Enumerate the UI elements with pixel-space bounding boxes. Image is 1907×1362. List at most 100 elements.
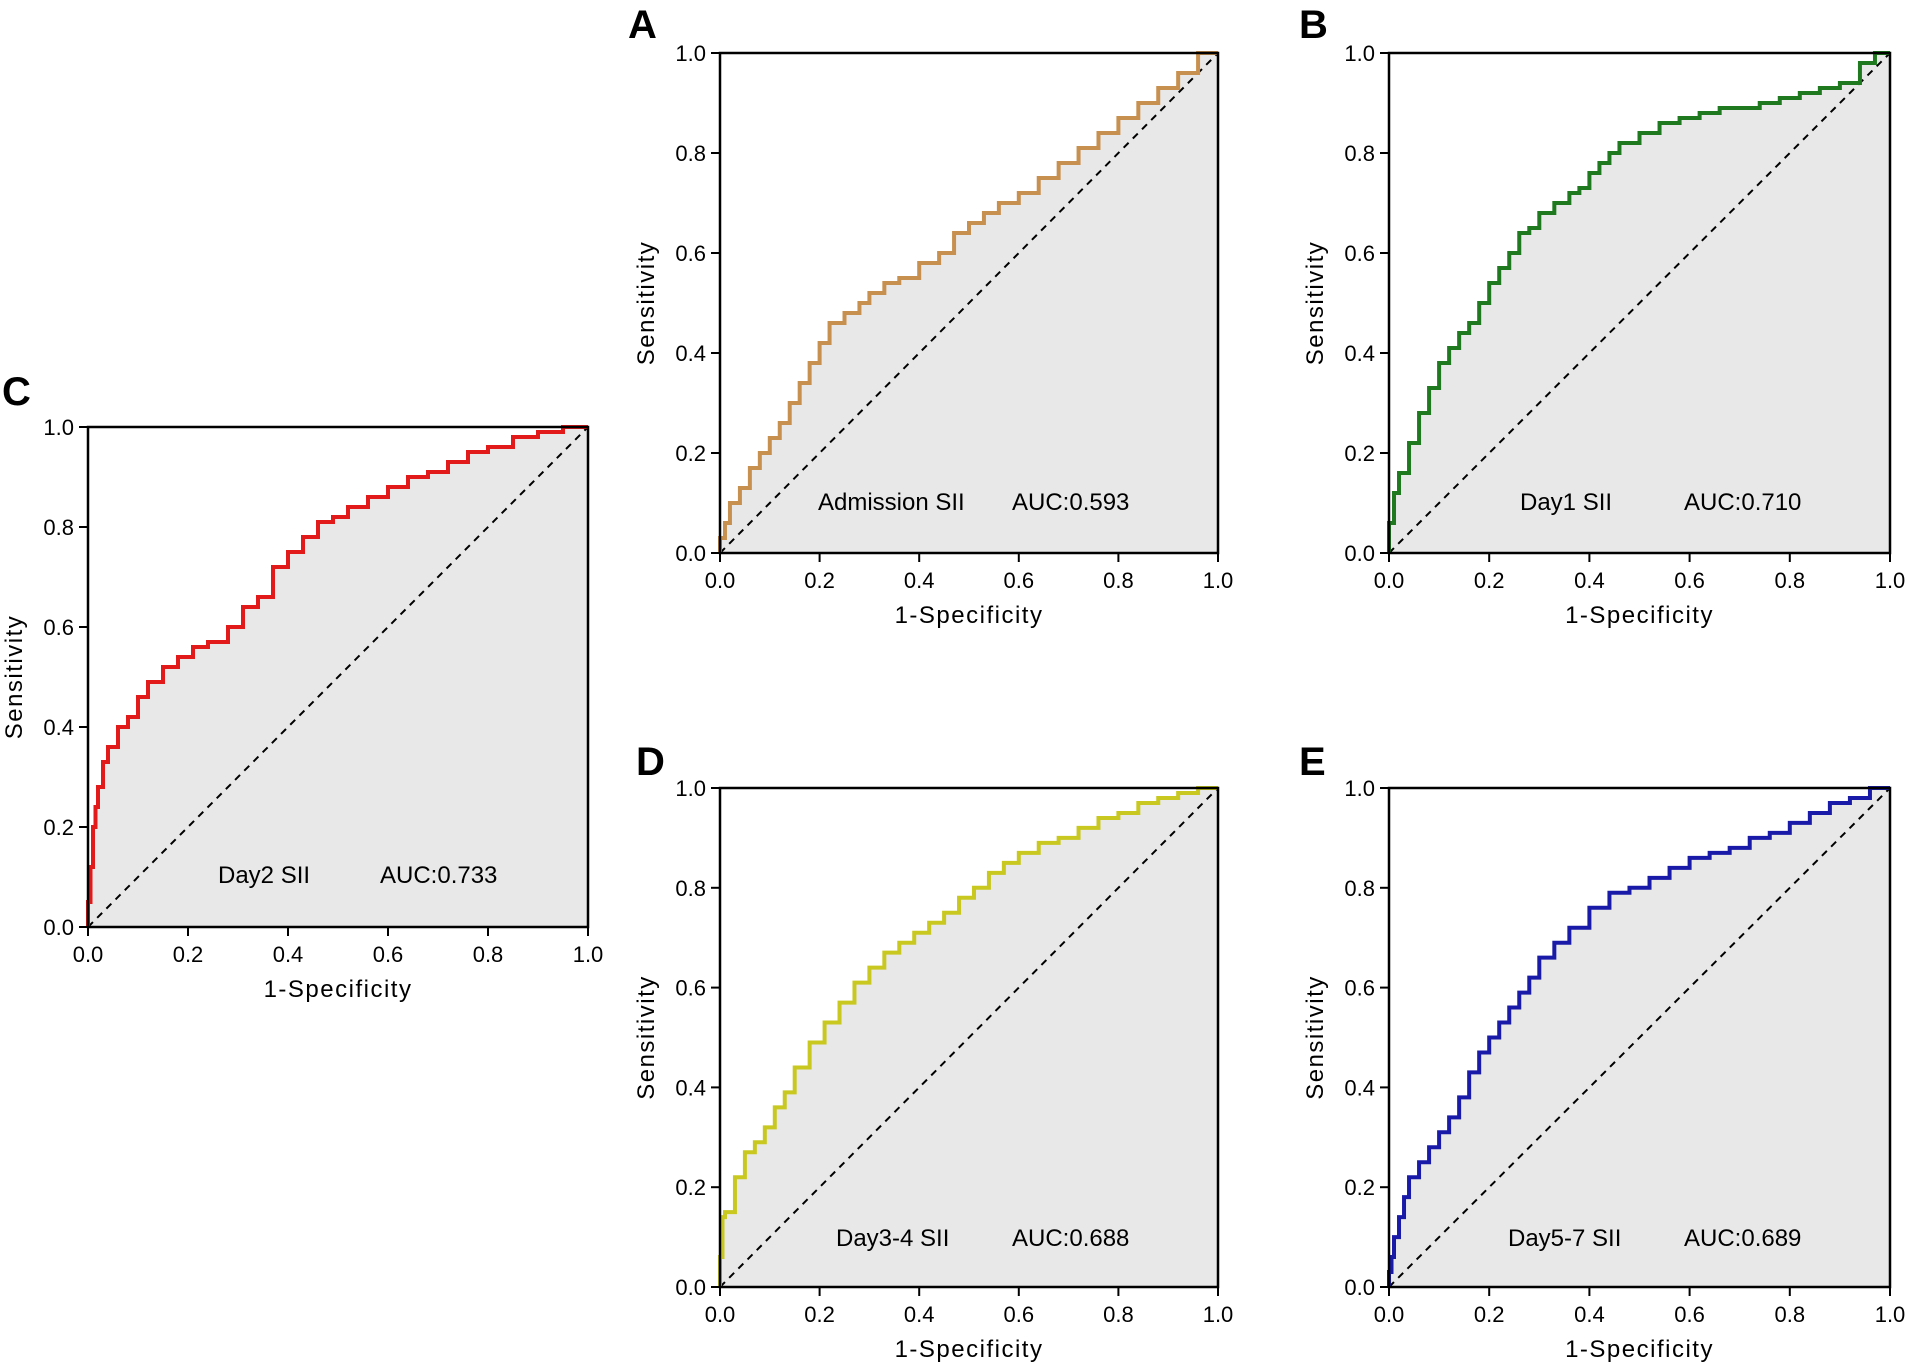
x-tick-label: 0.4 [273, 942, 304, 967]
y-axis-title: Sensitivity [633, 241, 660, 366]
plot-frame [86, 425, 590, 929]
roc-curve [718, 786, 1218, 1287]
x-tick-label: 0.2 [1474, 1302, 1505, 1327]
panel-letter: D [636, 740, 665, 784]
panel-d: 0.0 0.2 0.4 0.6 0.8 1.0 0.0 0.2 0.4 0.6 0.8 1.0 1-Sp… [633, 740, 1233, 1362]
x-tick-label: 0.6 [1004, 568, 1035, 593]
x-tick-label: 0.0 [705, 1302, 736, 1327]
y-tick-label: 0.2 [1344, 441, 1375, 466]
y-tick-label: 0.4 [1344, 1075, 1375, 1100]
y-tick-label: 1.0 [1344, 41, 1375, 66]
x-tick-label: 0.8 [1775, 1302, 1806, 1327]
roc-curve [86, 425, 588, 927]
y-tick-label: 0.0 [43, 915, 74, 940]
panel-letter: C [2, 370, 31, 414]
plot-frame [718, 786, 1220, 1289]
y-axis-title: Sensitivity [1, 615, 28, 740]
x-tick-label: 1.0 [1875, 1302, 1906, 1327]
panel-letter: B [1299, 3, 1328, 47]
x-tick-label: 0.0 [1374, 568, 1405, 593]
x-axis-title: 1-Specificity [895, 1336, 1044, 1362]
x-tick-label: 0.4 [1574, 1302, 1605, 1327]
panel-letter: A [628, 3, 657, 47]
y-tick-label: 0.8 [675, 876, 706, 901]
auc-annotation: AUC:0.688 [1012, 1225, 1129, 1252]
y-tick-label: 0.2 [1344, 1175, 1375, 1200]
x-tick-label: 0.4 [1574, 568, 1605, 593]
y-axis-title: Sensitivity [1302, 975, 1329, 1100]
x-tick-label: 0.8 [473, 942, 504, 967]
y-tick-label: 0.6 [1344, 241, 1375, 266]
series-annotation: Day3-4 SII [836, 1225, 949, 1252]
x-tick-label: 0.4 [904, 568, 935, 593]
x-tick-label: 0.8 [1103, 568, 1134, 593]
panel-a: 0.0 0.2 0.4 0.6 0.8 1.0 0.0 0.2 0.4 0.6 0.8 1.0 1-Sp… [628, 3, 1233, 629]
y-tick-label: 0.6 [1344, 976, 1375, 1001]
x-axis-title: 1-Specificity [1565, 1336, 1714, 1362]
reference-diagonal [719, 52, 1219, 554]
y-tick-label: 0.6 [675, 241, 706, 266]
y-tick-label: 0.2 [675, 1175, 706, 1200]
x-tick-label: 0.6 [1004, 1302, 1035, 1327]
y-tick-label: 0.8 [1344, 876, 1375, 901]
y-tick-label: 0.0 [675, 1275, 706, 1300]
y-tick-label: 0.8 [1344, 141, 1375, 166]
roc-curve [1387, 786, 1890, 1287]
panel-letter: E [1299, 740, 1326, 784]
y-tick-label: 0.4 [43, 715, 74, 740]
x-tick-label: 0.8 [1103, 1302, 1134, 1327]
y-tick-label: 0.8 [43, 515, 74, 540]
y-tick-label: 0.0 [675, 541, 706, 566]
panel-b: 0.0 0.2 0.4 0.6 0.8 1.0 0.0 0.2 0.4 0.6 0.8 1.0 1-Sp… [1299, 3, 1905, 629]
auc-annotation: AUC:0.689 [1684, 1225, 1801, 1252]
reference-diagonal [87, 426, 589, 928]
y-axis-title: Sensitivity [633, 975, 660, 1100]
reference-diagonal [1388, 787, 1891, 1288]
y-tick-label: 1.0 [675, 776, 706, 801]
x-tick-label: 0.2 [804, 1302, 835, 1327]
y-axis-title: Sensitivity [1302, 241, 1329, 366]
series-annotation: Day1 SII [1520, 489, 1612, 516]
y-tick-label: 0.6 [675, 976, 706, 1001]
reference-diagonal [719, 787, 1219, 1288]
y-tick-label: 0.2 [43, 815, 74, 840]
panel-e: 0.0 0.2 0.4 0.6 0.8 1.0 0.0 0.2 0.4 0.6 0.8 1.0 1-Sp… [1299, 740, 1905, 1362]
auc-annotation: AUC:0.593 [1012, 489, 1129, 516]
y-tick-label: 1.0 [43, 415, 74, 440]
x-tick-label: 1.0 [1203, 568, 1234, 593]
y-tick-label: 0.0 [1344, 541, 1375, 566]
x-tick-label: 0.8 [1775, 568, 1806, 593]
x-axis-title: 1-Specificity [895, 602, 1044, 629]
x-tick-label: 0.2 [1474, 568, 1505, 593]
x-tick-label: 0.2 [173, 942, 204, 967]
x-tick-label: 1.0 [1875, 568, 1906, 593]
x-tick-label: 0.4 [904, 1302, 935, 1327]
panel-c: 0.0 0.2 0.4 0.6 0.8 1.0 0.0 0.2 0.4 0.6 0.8 1.0 1-Sp… [1, 370, 603, 1003]
reference-diagonal [1388, 52, 1891, 554]
x-tick-label: 0.6 [1674, 568, 1705, 593]
x-tick-label: 0.6 [1674, 1302, 1705, 1327]
y-tick-label: 0.6 [43, 615, 74, 640]
x-tick-label: 0.0 [73, 942, 104, 967]
roc-curve [718, 51, 1218, 553]
plot-frame [1387, 51, 1892, 555]
roc-curve [1387, 51, 1890, 553]
x-tick-label: 1.0 [1203, 1302, 1234, 1327]
x-axis-title: 1-Specificity [1565, 602, 1714, 629]
y-tick-label: 1.0 [1344, 776, 1375, 801]
y-tick-label: 0.8 [675, 141, 706, 166]
x-tick-label: 1.0 [573, 942, 604, 967]
auc-annotation: AUC:0.710 [1684, 489, 1801, 516]
plot-frame [718, 51, 1220, 555]
y-tick-label: 0.4 [1344, 341, 1375, 366]
x-axis-title: 1-Specificity [264, 976, 413, 1003]
auc-annotation: AUC:0.733 [380, 862, 497, 889]
y-tick-label: 1.0 [675, 41, 706, 66]
y-tick-label: 0.0 [1344, 1275, 1375, 1300]
x-tick-label: 0.0 [1374, 1302, 1405, 1327]
x-tick-label: 0.6 [373, 942, 404, 967]
series-annotation: Day5-7 SII [1508, 1225, 1621, 1252]
x-tick-label: 0.2 [804, 568, 835, 593]
y-tick-label: 0.4 [675, 341, 706, 366]
